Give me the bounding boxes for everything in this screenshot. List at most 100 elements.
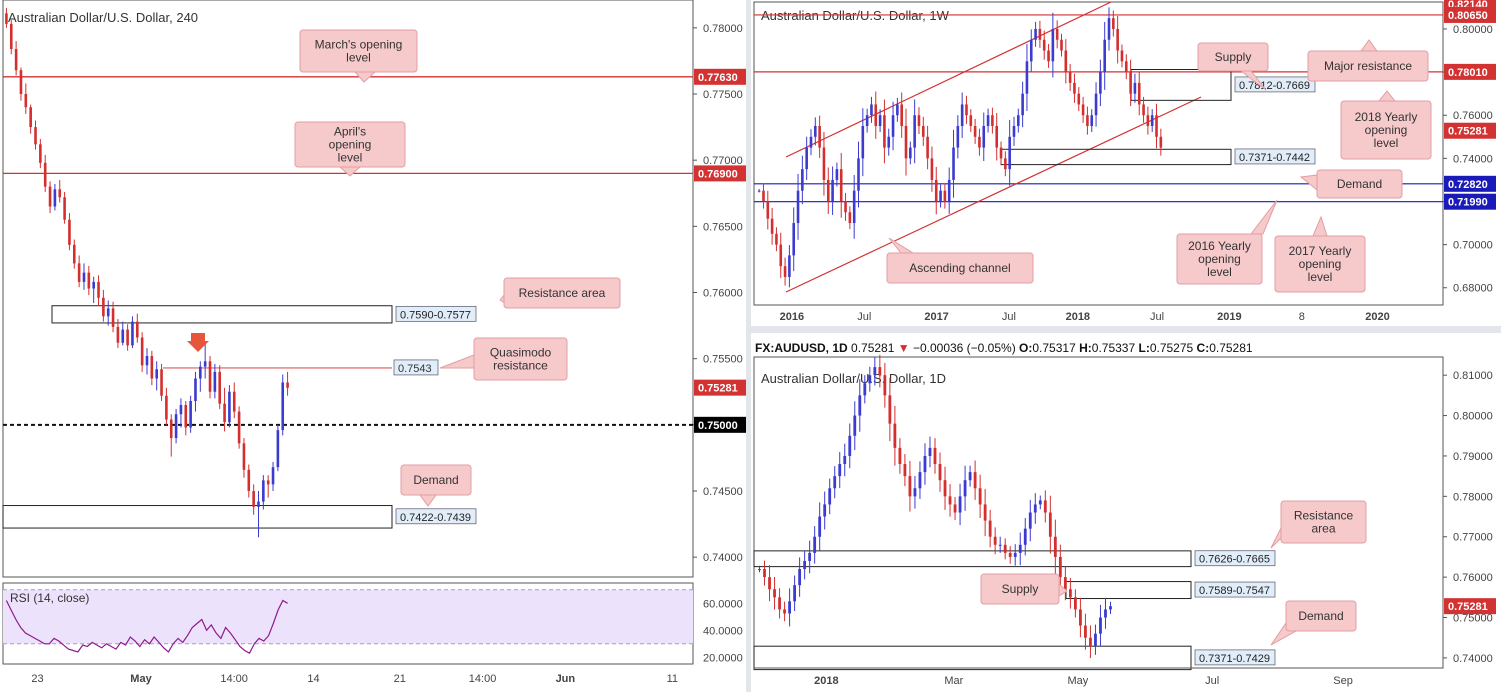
daily-candle [1018,544,1022,553]
h4-candle [63,197,66,220]
weekly-candle [792,223,796,256]
weekly-time-label: 8 [1299,311,1305,323]
weekly-price-tick-label: 0.68000 [1453,283,1493,295]
rsi-tick-label: 20.0000 [703,652,743,664]
h4-candle [252,490,255,507]
h4-candle [140,337,144,366]
daily-price-tick-label: 0.76000 [1453,572,1493,584]
weekly-candle [1017,115,1020,127]
h4-time-label: 14 [307,673,319,685]
daily-candle [1084,625,1087,638]
h4-time-label: Jun [556,673,576,685]
weekly-callout-2017-yearly-text: opening [1299,257,1342,271]
h4-level-badge-text: 0.75000 [698,420,738,432]
h4-candle [58,189,62,198]
h4-candle [262,480,265,502]
daily-candle [1043,500,1047,513]
daily-symbol-bar: FX:AUDUSD, 1D 0.75281 ▼ −0.00036 (−0.05%… [755,341,1253,355]
daily-last-price: 0.75281 [851,341,898,355]
weekly-price-tick-label: 0.76000 [1453,110,1493,122]
weekly-candle [969,115,973,127]
daily-candle [763,569,766,578]
daily-candle [1099,617,1102,634]
daily-close-label: C: [1197,341,1210,355]
weekly-callout-channel [886,252,1034,284]
h4-candle [97,281,100,298]
h4-price-tick-label: 0.77500 [703,89,743,101]
daily-candle [1094,633,1097,646]
weekly-candle [1060,39,1063,51]
panel-divider-horizontal[interactable] [751,326,1501,333]
weekly-callout-supply [1197,42,1269,72]
daily-chart-panel[interactable]: FX:AUDUSD, 1D 0.75281 ▼ −0.00036 (−0.05%… [751,333,1501,692]
daily-current-price-badge-text: 0.75281 [1448,601,1488,613]
h4-callout-march [299,29,418,73]
h4-qm-label-text: 0.7543 [398,363,432,375]
weekly-callout-2017-yearly [1274,235,1366,293]
h4-callout-april [294,121,406,168]
weekly-candle [865,115,869,127]
daily-candle [883,375,887,396]
daily-open-label: O: [1019,341,1032,355]
daily-candle [983,504,987,521]
h4-candle [208,361,212,392]
daily-low-label: L: [1138,341,1149,355]
daily-zone-label [1194,550,1276,567]
daily-candle [968,472,972,481]
weekly-callout-2016-yearly-text: opening [1198,252,1241,266]
daily-price-tick-label: 0.79000 [1453,451,1493,463]
h4-callout-april-text: April's [334,125,366,139]
daily-candle [903,464,907,477]
weekly-candle [1103,39,1106,73]
h4-price-tick-label: 0.75500 [703,354,743,366]
daily-zone-label-text: 0.7589-0.7547 [1199,585,1270,597]
daily-candle [778,597,781,610]
weekly-candle [1073,82,1076,94]
rsi-band [3,589,693,644]
daily-candle [913,488,917,497]
daily-open: 0.75317 [1032,341,1079,355]
weekly-price-tick-label: 0.80000 [1453,24,1493,36]
h4-callout-april-text: level [338,151,363,165]
daily-candle [1058,556,1062,578]
h4-chart-panel[interactable]: Australian Dollar/U.S. Dollar, 240 0.7800… [0,0,746,692]
weekly-candle [995,126,999,148]
daily-candle [1003,544,1007,553]
daily-time-label: 2018 [814,675,838,687]
daily-candle [993,536,997,545]
daily-candle [918,472,922,489]
panel-divider-vertical[interactable] [746,0,751,692]
daily-candle [828,488,832,505]
h4-candle [184,404,188,428]
weekly-time-label: Jul [1150,311,1164,323]
daily-candle [1048,512,1052,537]
daily-callout-resistance-text: area [1311,522,1335,536]
weekly-candle [818,126,821,148]
weekly-candle [878,115,882,127]
weekly-candle [1094,93,1098,116]
h4-candle [82,272,86,282]
weekly-time-label: 2018 [1066,311,1090,323]
daily-candle [1038,500,1042,505]
weekly-candle [1025,61,1029,94]
weekly-level-badge-text: 0.72820 [1448,179,1488,191]
weekly-candle [904,126,908,159]
h4-level-badge-text: 0.76900 [698,168,738,180]
h4-zone-label [395,508,477,525]
weekly-candle [1107,18,1111,40]
daily-price-tick-label: 0.80000 [1453,411,1493,423]
h4-candle [53,189,57,207]
weekly-candle [947,179,951,202]
weekly-candle [852,190,856,224]
weekly-candle [891,115,895,137]
h4-candle [232,391,236,412]
daily-candle [928,447,932,456]
weekly-candle [982,126,986,148]
weekly-chart-panel[interactable]: Australian Dollar/U.S. Dollar, 1W 0.80000… [751,0,1501,326]
daily-price-tick-label: 0.77000 [1453,532,1493,544]
daily-zone-label [1194,581,1276,598]
weekly-price-tick-label: 0.70000 [1453,240,1493,252]
weekly-candle [900,104,903,127]
daily-symbol: FX:AUDUSD, 1D [755,341,851,355]
h4-candle [14,49,18,71]
